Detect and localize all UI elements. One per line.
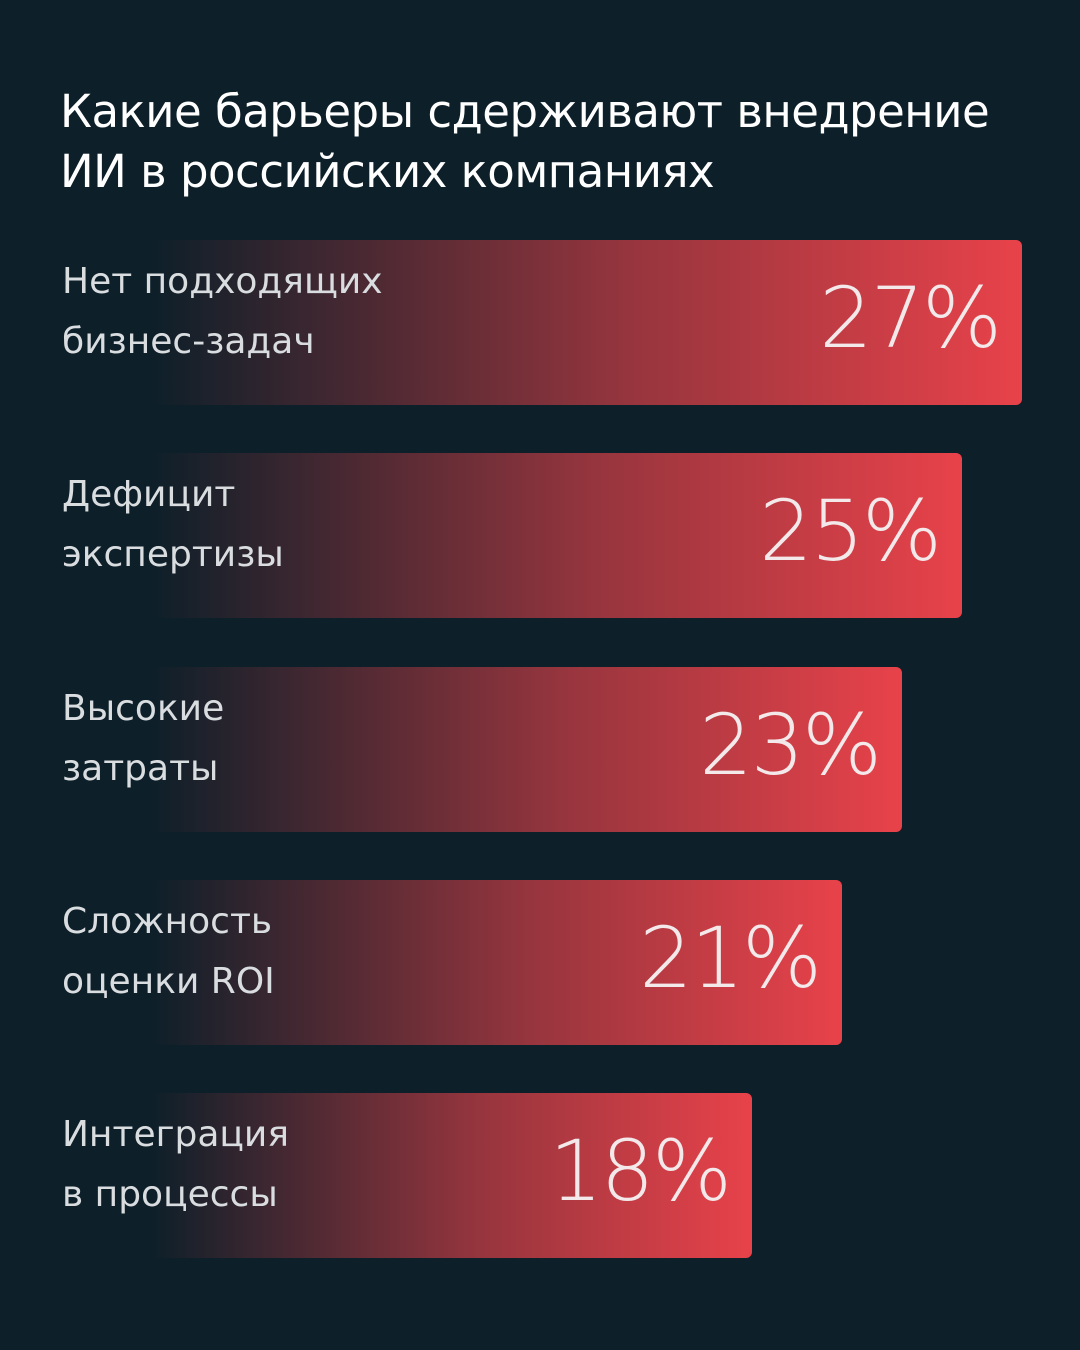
bar bbox=[150, 453, 962, 619]
value-label: 27% bbox=[819, 269, 1002, 367]
value-label: 18% bbox=[549, 1122, 732, 1220]
bar bbox=[150, 240, 1022, 405]
value-label: 21% bbox=[639, 908, 822, 1007]
value-label: 25% bbox=[759, 482, 942, 581]
bar bbox=[150, 1093, 752, 1258]
category-label: Интеграция в процессы bbox=[62, 1114, 289, 1215]
chart-title: Какие барьеры сдерживают внедрение ИИ в … bbox=[60, 85, 990, 198]
category-label: Высокие затраты bbox=[62, 687, 225, 789]
category-label: Нет подходящих бизнес-задач bbox=[62, 261, 383, 362]
category-label: Сложность оценки ROI bbox=[62, 900, 275, 1002]
bar bbox=[150, 666, 902, 832]
category-label: Дефицит экспертизы bbox=[62, 474, 284, 576]
value-label: 23% bbox=[699, 695, 882, 794]
bar bbox=[150, 879, 842, 1045]
